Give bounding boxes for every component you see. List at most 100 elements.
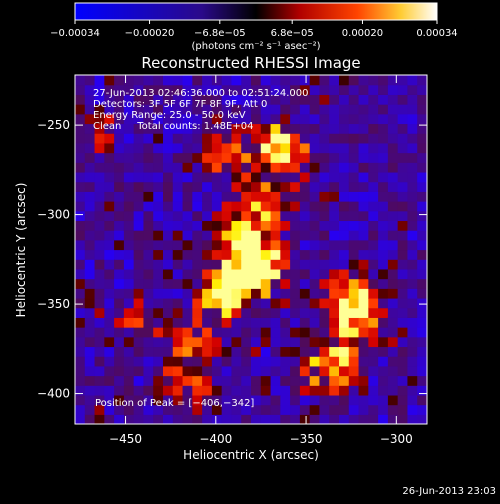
heatmap-cell xyxy=(260,288,272,299)
heatmap-cell xyxy=(84,201,96,212)
heatmap-cell xyxy=(260,385,272,396)
heatmap-cell xyxy=(417,317,427,328)
heatmap-cell xyxy=(153,317,164,328)
heatmap-cell xyxy=(260,171,272,183)
heatmap-cell xyxy=(221,307,233,318)
heatmap-cell xyxy=(231,346,242,357)
heatmap-cell xyxy=(163,414,174,424)
heatmap-cell xyxy=(368,259,379,270)
heatmap-cell xyxy=(192,210,203,222)
heatmap-cell xyxy=(329,133,340,144)
heatmap-cell xyxy=(270,317,281,328)
heatmap-cell xyxy=(163,259,174,270)
heatmap-cell xyxy=(270,346,281,357)
heatmap-cell xyxy=(104,191,115,202)
heatmap-cell xyxy=(319,414,330,424)
heatmap-cell xyxy=(182,142,193,154)
heatmap-cell xyxy=(241,133,252,144)
heatmap-cell xyxy=(251,152,262,163)
heatmap-cell xyxy=(153,142,164,154)
heatmap-cell xyxy=(358,278,369,289)
heatmap-cell xyxy=(309,327,321,338)
heatmap-cell xyxy=(260,94,272,105)
heatmap-cell xyxy=(172,414,184,424)
heatmap-cell xyxy=(182,201,193,212)
heatmap-cell xyxy=(397,268,409,280)
heatmap-cell xyxy=(221,239,233,251)
heatmap-cell xyxy=(407,191,418,202)
heatmap-cell xyxy=(368,249,379,260)
heatmap-cell xyxy=(123,414,135,424)
heatmap-cell xyxy=(221,162,233,173)
heatmap-cell xyxy=(378,268,389,280)
heatmap-cell xyxy=(143,297,154,309)
heatmap-cell xyxy=(397,414,409,424)
heatmap-cell xyxy=(378,356,389,367)
heatmap-cell xyxy=(163,201,174,212)
heatmap-cell xyxy=(202,152,213,163)
heatmap-cell xyxy=(280,356,291,367)
heatmap-cell xyxy=(270,404,281,415)
heatmap-cell xyxy=(280,259,291,270)
heatmap-cell xyxy=(153,239,164,251)
heatmap-cell xyxy=(397,162,409,173)
heatmap-cell xyxy=(211,113,223,125)
heatmap-cell xyxy=(407,201,418,212)
heatmap-cell xyxy=(231,288,242,299)
heatmap-cell xyxy=(123,365,135,377)
heatmap-cell xyxy=(182,346,193,357)
heatmap-cell xyxy=(251,394,262,406)
heatmap-cell xyxy=(114,75,125,86)
heatmap-cell xyxy=(241,375,252,386)
heatmap-cell xyxy=(329,307,340,318)
heatmap-cell xyxy=(319,133,330,144)
heatmap-cell xyxy=(143,365,154,377)
heatmap-cell xyxy=(104,220,115,231)
heatmap-cell xyxy=(280,75,291,86)
heatmap-cell xyxy=(319,297,330,309)
heatmap-cell xyxy=(143,220,154,231)
heatmap-cell xyxy=(123,133,135,144)
heatmap-cell xyxy=(417,142,427,154)
heatmap-cell xyxy=(251,365,262,377)
heatmap-cell xyxy=(251,84,262,95)
heatmap-cell xyxy=(192,356,203,367)
heatmap-cell xyxy=(319,162,330,173)
heatmap-cell xyxy=(133,317,145,328)
heatmap-cell xyxy=(104,288,115,299)
heatmap-cell xyxy=(260,230,272,241)
heatmap-cell xyxy=(75,394,86,406)
heatmap-cell xyxy=(251,404,262,415)
heatmap-cell xyxy=(290,191,301,202)
heatmap-cell xyxy=(192,142,203,154)
heatmap-cell xyxy=(378,385,389,396)
heatmap-cell xyxy=(114,327,125,338)
heatmap-cell xyxy=(202,414,213,424)
heatmap-cell xyxy=(114,317,125,328)
x-tick-label: −350 xyxy=(290,432,323,446)
heatmap-cell xyxy=(270,220,281,231)
heatmap-cell xyxy=(231,268,242,280)
heatmap-cell xyxy=(211,385,223,396)
heatmap-cell xyxy=(339,84,350,95)
heatmap-cell xyxy=(368,336,379,348)
y-tick-label: −300 xyxy=(37,208,70,222)
heatmap-cell xyxy=(104,327,115,338)
heatmap-cell xyxy=(114,336,125,348)
heatmap-cell xyxy=(378,171,389,183)
heatmap-cell xyxy=(368,75,379,86)
heatmap-cell xyxy=(329,336,340,348)
heatmap-cell xyxy=(104,317,115,328)
heatmap-cell xyxy=(280,220,291,231)
heatmap-cell xyxy=(153,230,164,241)
heatmap-cell xyxy=(241,84,252,95)
heatmap-cell xyxy=(241,356,252,367)
heatmap-cell xyxy=(192,336,203,348)
heatmap-cell xyxy=(133,394,145,406)
heatmap-cell xyxy=(280,278,291,289)
heatmap-cell xyxy=(339,104,350,115)
heatmap-cell xyxy=(192,394,203,406)
heatmap-cell xyxy=(358,327,369,338)
heatmap-cell xyxy=(299,297,311,309)
heatmap-cell xyxy=(407,84,418,95)
